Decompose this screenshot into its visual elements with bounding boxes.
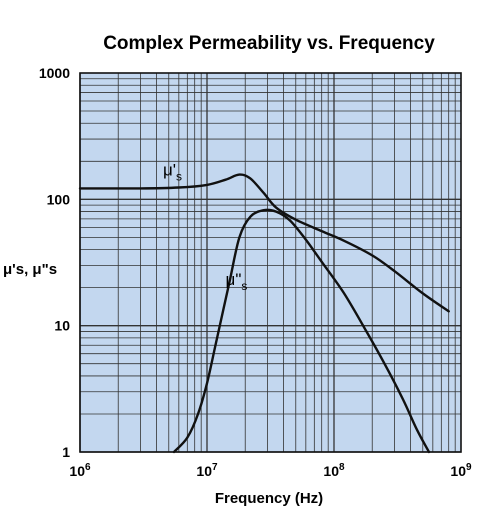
series-label-1: μ's xyxy=(163,160,182,183)
y-tick-label: 100 xyxy=(47,191,71,207)
plot-frame xyxy=(79,72,462,453)
y-axis-label: μ's, μ"s xyxy=(3,261,57,278)
x-tick-label: 106 xyxy=(69,462,91,479)
series-line-1 xyxy=(78,173,450,313)
grid xyxy=(79,73,461,453)
series-label-2: μ"s xyxy=(226,270,248,293)
plot-area xyxy=(80,73,461,452)
x-tick-label: 109 xyxy=(450,462,472,479)
y-tick-labels: 1 10 100 1000 xyxy=(39,65,70,460)
series-layer: μ's μ"s xyxy=(78,160,450,454)
x-tick-label: 108 xyxy=(323,462,345,479)
chart-title: Complex Permeability vs. Frequency xyxy=(103,33,435,54)
y-tick-label: 1 xyxy=(62,444,70,460)
y-tick-label: 1000 xyxy=(39,65,70,81)
y-tick-label: 10 xyxy=(54,318,70,334)
x-tick-label: 107 xyxy=(196,462,218,479)
x-tick-labels: 106 107 108 109 xyxy=(69,462,472,479)
series-line-2 xyxy=(172,208,431,454)
x-axis-label: Frequency (Hz) xyxy=(215,490,323,507)
